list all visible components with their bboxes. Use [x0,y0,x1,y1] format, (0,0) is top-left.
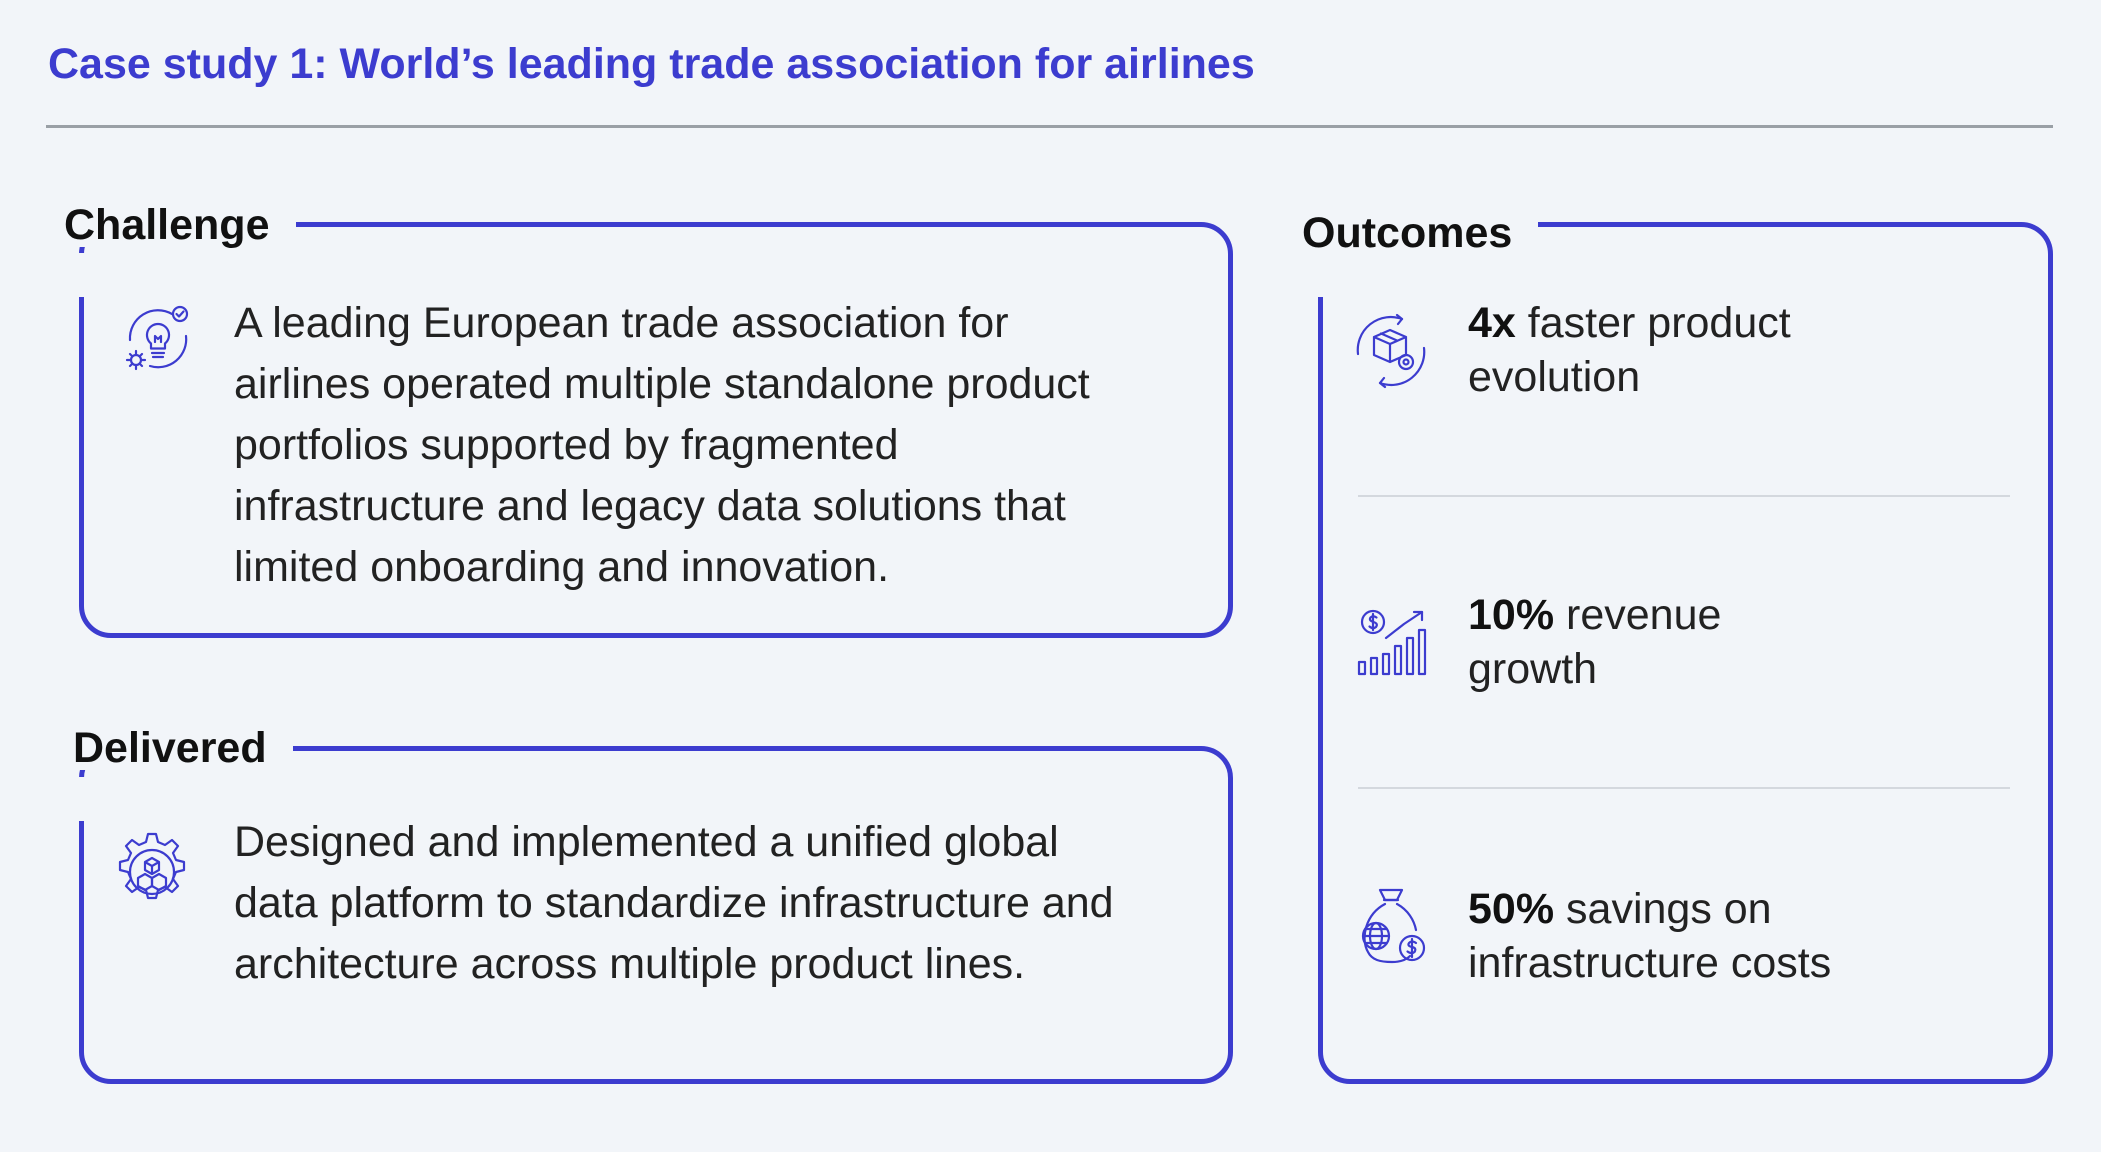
outcome-label: revenue [1554,591,1722,639]
outcome-value: 4x [1468,299,1516,347]
text-line: architecture across multiple product lin… [234,940,1026,988]
challenge-text: A leading European trade association for… [234,293,1090,598]
outcome-label-line2: infrastructure costs [1468,939,1832,987]
outcome-infrastructure-savings: 50% savings on infrastructure costs [1468,882,1831,990]
outcome-value: 50% [1468,885,1555,933]
outcome-label-line2: growth [1468,645,1598,693]
outcome-revenue-growth: 10% revenue growth [1468,588,1721,696]
lightbulb-gear-icon [120,300,196,376]
challenge-card [78,222,1233,638]
outcome-divider [1358,787,2010,789]
challenge-heading: Challenge [46,204,296,247]
delivered-card [78,746,1233,1084]
outcome-label: faster product [1515,299,1791,347]
outcome-label: savings on [1554,885,1772,933]
text-line: Designed and implemented a unified globa… [234,818,1059,866]
revenue-growth-chart-icon [1356,604,1430,678]
page-title: Case study 1: World’s leading trade asso… [48,40,1255,88]
text-line: limited onboarding and innovation. [234,543,890,591]
delivered-heading: Delivered [55,727,293,770]
gear-cubes-icon [110,830,194,914]
outcome-divider [1358,495,2010,497]
text-line: portfolios supported by fragmented [234,421,899,469]
money-bag-globe-icon [1354,886,1430,966]
outcome-label-line2: evolution [1468,353,1641,401]
text-line: infrastructure and legacy data solutions… [234,482,1066,530]
delivered-text: Designed and implemented a unified globa… [234,812,1114,995]
outcomes-heading: Outcomes [1284,212,1539,255]
outcome-faster-evolution: 4x faster product evolution [1468,296,1791,404]
outcome-value: 10% [1468,591,1555,639]
title-divider [46,125,2053,128]
outcomes-card [1317,222,2053,1084]
product-cycle-icon [1350,310,1432,392]
text-line: A leading European trade association for [234,299,1009,347]
text-line: data platform to standardize infrastruct… [234,879,1114,927]
text-line: airlines operated multiple standalone pr… [234,360,1090,408]
